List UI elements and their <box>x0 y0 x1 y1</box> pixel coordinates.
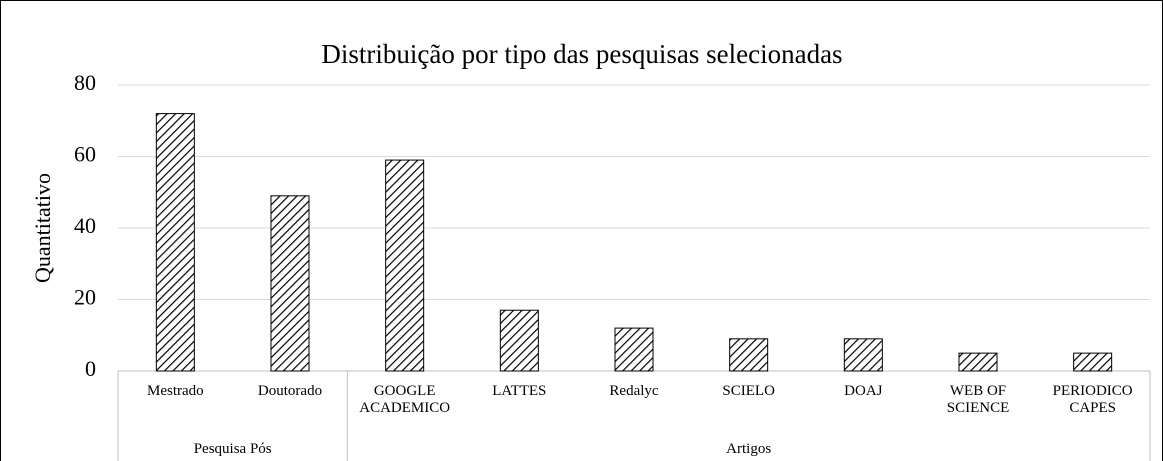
bar <box>729 338 769 372</box>
x-tick-label: Redalyc <box>609 383 659 399</box>
x-tick-label: DOAJ <box>844 383 883 399</box>
bar <box>270 195 310 372</box>
bar <box>1073 352 1113 372</box>
group-label: Pesquisa Pós <box>193 441 272 457</box>
x-tick-label: SCIELO <box>722 383 775 399</box>
x-tick-label: LATTES <box>492 383 547 399</box>
x-tick-label: Doutorado <box>257 383 323 399</box>
y-tick-label: 80 <box>74 70 96 95</box>
x-tick-label: GOOGLE ACADEMICO <box>359 383 451 416</box>
y-tick-label: 20 <box>74 285 96 310</box>
bar <box>155 113 195 372</box>
chart-title: Distribuição por tipo das pesquisas sele… <box>321 39 842 69</box>
x-tick-label: Mestrado <box>147 383 204 399</box>
bar <box>958 352 998 372</box>
x-tick-label: WEB OF SCIENCE <box>946 383 1010 416</box>
y-tick-label: 0 <box>85 356 96 381</box>
x-tick-label: PERIODICO CAPES <box>1052 383 1133 416</box>
y-tick-label: 60 <box>74 142 96 167</box>
bar <box>843 338 883 372</box>
bar <box>614 327 654 372</box>
group-label: Artigos <box>726 441 772 457</box>
y-tick-label: 40 <box>74 213 96 238</box>
bar <box>499 309 539 372</box>
bar <box>385 159 425 372</box>
y-axis-label: Quantitativo <box>30 173 55 283</box>
